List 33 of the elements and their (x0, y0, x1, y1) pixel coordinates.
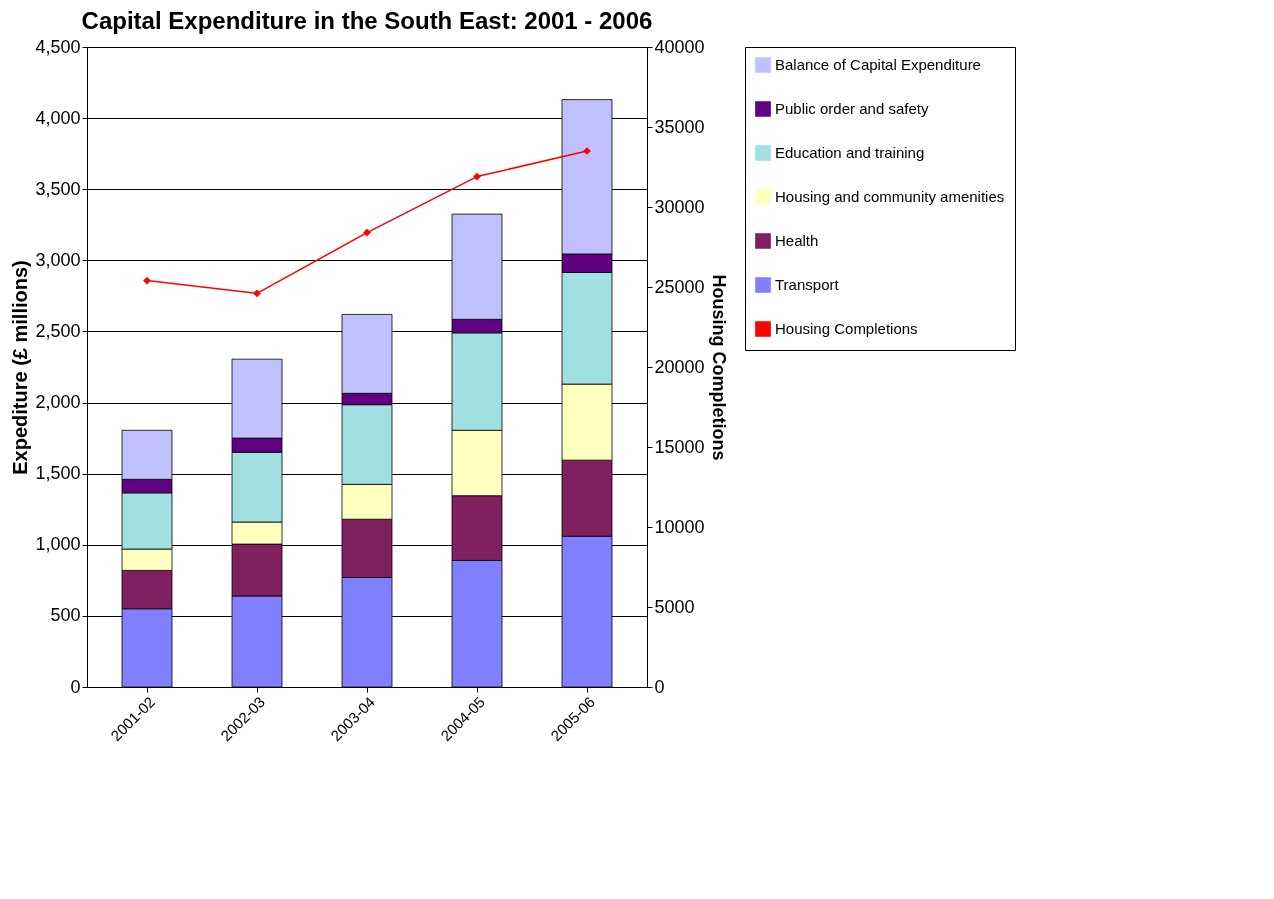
y-tick-label: 0 (70, 676, 81, 697)
y2-tick-label: 0 (654, 676, 665, 697)
y-tick-label: 3,500 (35, 178, 81, 199)
chart-title: Capital Expenditure in the South East: 2001 - 2006 (81, 7, 653, 34)
y2-tick-label: 10000 (654, 516, 705, 537)
legend-label: Public order and safety (775, 100, 929, 117)
y-tick-label: 3,000 (35, 249, 81, 270)
legend-label: Education and training (775, 144, 925, 161)
y-tick-label: 4,000 (35, 107, 81, 128)
legend-label: Housing and community amenities (775, 188, 1005, 205)
y-tick-label: 1,000 (35, 534, 81, 555)
y-tick-label: 1,500 (35, 463, 81, 484)
y2-tick-label: 40000 (654, 36, 705, 57)
legend-label: Health (775, 232, 819, 249)
point (473, 172, 481, 181)
y2-tick-label: 30000 (654, 196, 705, 217)
y-tick-label: 4,500 (35, 36, 81, 57)
y-tick-label: 500 (50, 605, 81, 626)
y2-tick-label: 25000 (654, 276, 705, 297)
y-axis-title: Expediture (£ millions) (9, 260, 32, 475)
y2-axis-title: Housing Completions (708, 274, 729, 461)
legend-label: Housing Completions (775, 320, 918, 337)
y-tick-label: 2,000 (35, 392, 81, 413)
y2-tick-label: 20000 (654, 356, 705, 377)
point (363, 228, 371, 237)
y2-tick-label: 5000 (654, 596, 695, 617)
legend-label: Balance of Capital Expenditure (775, 56, 981, 73)
y2-tick-label: 35000 (654, 116, 705, 137)
legend-label: Transport (775, 276, 840, 293)
y-tick-label: 2,500 (35, 320, 81, 341)
y2-tick-label: 15000 (654, 436, 705, 457)
point (143, 276, 151, 285)
point (253, 289, 261, 298)
